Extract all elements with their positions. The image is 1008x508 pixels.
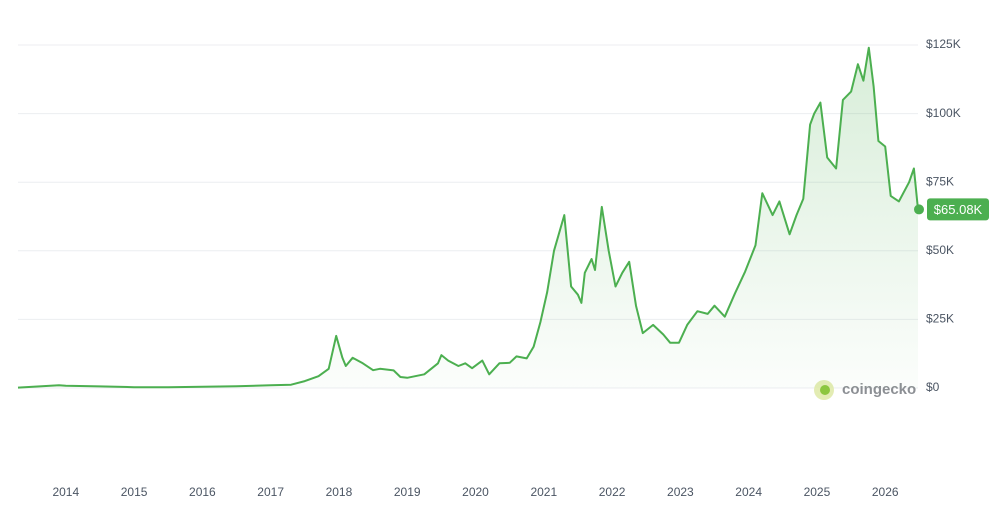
y-tick-label: $75K [926, 174, 954, 188]
x-tick-label: 2024 [735, 485, 762, 499]
x-tick-label: 2025 [804, 485, 831, 499]
y-tick-label: $0 [926, 380, 940, 394]
x-tick-label: 2018 [326, 485, 353, 499]
y-tick-label: $125K [926, 37, 961, 51]
x-tick-label: 2017 [257, 485, 284, 499]
y-tick-label: $100K [926, 106, 961, 120]
x-tick-label: 2016 [189, 485, 216, 499]
x-tick-label: 2020 [462, 485, 489, 499]
x-tick-label: 2014 [52, 485, 79, 499]
area [18, 47, 918, 388]
last-price-label: $65.08K [934, 202, 983, 217]
x-tick-label: 2019 [394, 485, 421, 499]
x-tick-label: 2015 [121, 485, 148, 499]
y-tick-label: $50K [926, 243, 954, 257]
last-price-badge [927, 198, 989, 221]
x-tick-label: 2022 [599, 485, 626, 499]
x-tick-label: 2026 [872, 485, 899, 499]
line [17, 46, 919, 389]
last-price-dot [914, 204, 924, 215]
y-tick-label: $25K [926, 312, 954, 326]
x-tick-label: 2023 [667, 485, 694, 499]
x-tick-label: 2021 [530, 485, 557, 499]
